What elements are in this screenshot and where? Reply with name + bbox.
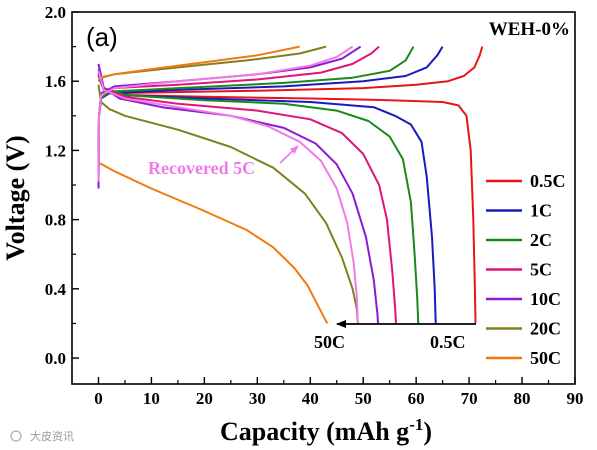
panel-label: (a)	[86, 22, 118, 52]
watermark-text: 大皮资讯	[30, 429, 74, 443]
legend-label: 1C	[530, 201, 552, 221]
rate-arrow-left-label: 50C	[314, 332, 345, 352]
series-5c-discharge-line	[97, 68, 397, 324]
series-2c-charge-line	[97, 46, 415, 177]
y-tick-label: 1.2	[45, 141, 66, 160]
sample-label: WEH-0%	[489, 19, 570, 40]
series-1c-charge-line	[97, 46, 444, 168]
plot-frame	[71, 11, 576, 385]
legend-label: 50C	[530, 348, 561, 368]
x-tick-label: 70	[461, 389, 478, 408]
x-axis-title: Capacity (mAh g-1)	[220, 415, 432, 446]
y-tick-label: 0.8	[45, 211, 66, 230]
x-tick-label: 40	[302, 389, 319, 408]
x-tick-label: 20	[196, 389, 213, 408]
rate-arrow-right-label: 0.5C	[430, 332, 466, 352]
y-tick-label: 0.4	[45, 280, 67, 299]
legend-label: 5C	[530, 260, 552, 280]
series-0-5c-discharge-line	[97, 75, 477, 324]
series-20c-discharge-line	[97, 84, 359, 324]
series-50c-charge-line	[98, 45, 300, 79]
y-axis-title: Voltage (V)	[1, 135, 30, 260]
y-tick-label: 0.0	[45, 349, 66, 368]
x-tick-label: 90	[567, 389, 584, 408]
curves	[97, 45, 484, 324]
legend-label: 20C	[530, 319, 561, 339]
x-tick-label: 60	[408, 389, 425, 408]
recovered-5c-arrow	[279, 145, 299, 164]
series-50c-discharge-line	[98, 161, 329, 324]
series-10c-discharge-line	[97, 63, 379, 324]
legend-label: 10C	[530, 289, 561, 309]
series-2c-discharge-line	[97, 72, 420, 324]
x-tick-label: 30	[249, 389, 266, 408]
x-tick-label: 0	[94, 389, 103, 408]
series-recovered-5c-charge-line	[97, 45, 354, 182]
x-tick-label: 10	[143, 389, 160, 408]
y-tick-label: 1.6	[45, 72, 66, 91]
legend: 0.5C 1C 2C 5C 10C 20C 50C	[486, 171, 566, 368]
axis-ticks: 0 10 20 30 40 50 60 70 80 90 0.0 0.4 0.8 1.2 1.6 2.0	[45, 3, 584, 408]
y-tick-label: 2.0	[45, 3, 66, 22]
recovered-5c-label: Recovered 5C	[148, 158, 255, 178]
x-tick-label: 80	[514, 389, 531, 408]
legend-label: 0.5C	[530, 171, 566, 191]
series-recovered-5c-discharge-line	[97, 70, 359, 324]
legend-label: 2C	[530, 230, 552, 250]
x-tick-label: 50	[355, 389, 372, 408]
watermark-logo-icon	[10, 430, 22, 442]
